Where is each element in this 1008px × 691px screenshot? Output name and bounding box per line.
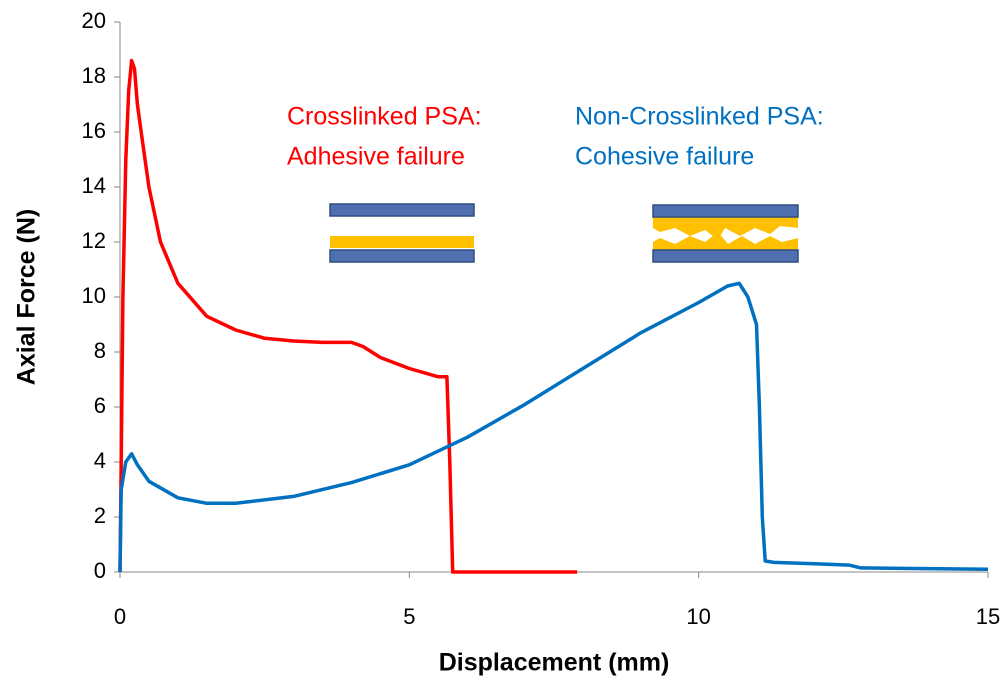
y-axis-label: Axial Force (N) xyxy=(13,209,41,385)
y-tick-label: 6 xyxy=(94,393,106,418)
annotation: Non-Crosslinked PSA: xyxy=(575,103,824,131)
annotation: Crosslinked PSA: xyxy=(287,103,482,131)
x-tick-label: 10 xyxy=(686,604,710,629)
data-line xyxy=(118,281,989,573)
y-tick-label: 20 xyxy=(82,8,106,33)
y-tick-label: 4 xyxy=(94,448,106,473)
y-tick-label: 12 xyxy=(82,228,106,253)
y-tick-label: 16 xyxy=(82,118,106,143)
adhesive-icon xyxy=(329,203,475,263)
y-tick-label: 10 xyxy=(82,283,106,308)
x-tick-label: 5 xyxy=(403,604,415,629)
y-tick-label: 0 xyxy=(94,558,106,583)
y-tick-label: 8 xyxy=(94,338,106,363)
annotation: Cohesive failure xyxy=(575,143,754,171)
x-axis-label: Displacement (mm) xyxy=(439,649,670,677)
x-tick-label: 0 xyxy=(114,604,126,629)
data-line xyxy=(118,58,578,574)
x-tick-label: 15 xyxy=(976,604,1000,629)
y-tick-label: 14 xyxy=(82,173,106,198)
cohesive-icon xyxy=(652,204,799,263)
annotation: Adhesive failure xyxy=(287,143,465,171)
y-tick-label: 2 xyxy=(94,503,106,528)
y-tick-label: 18 xyxy=(82,63,106,88)
